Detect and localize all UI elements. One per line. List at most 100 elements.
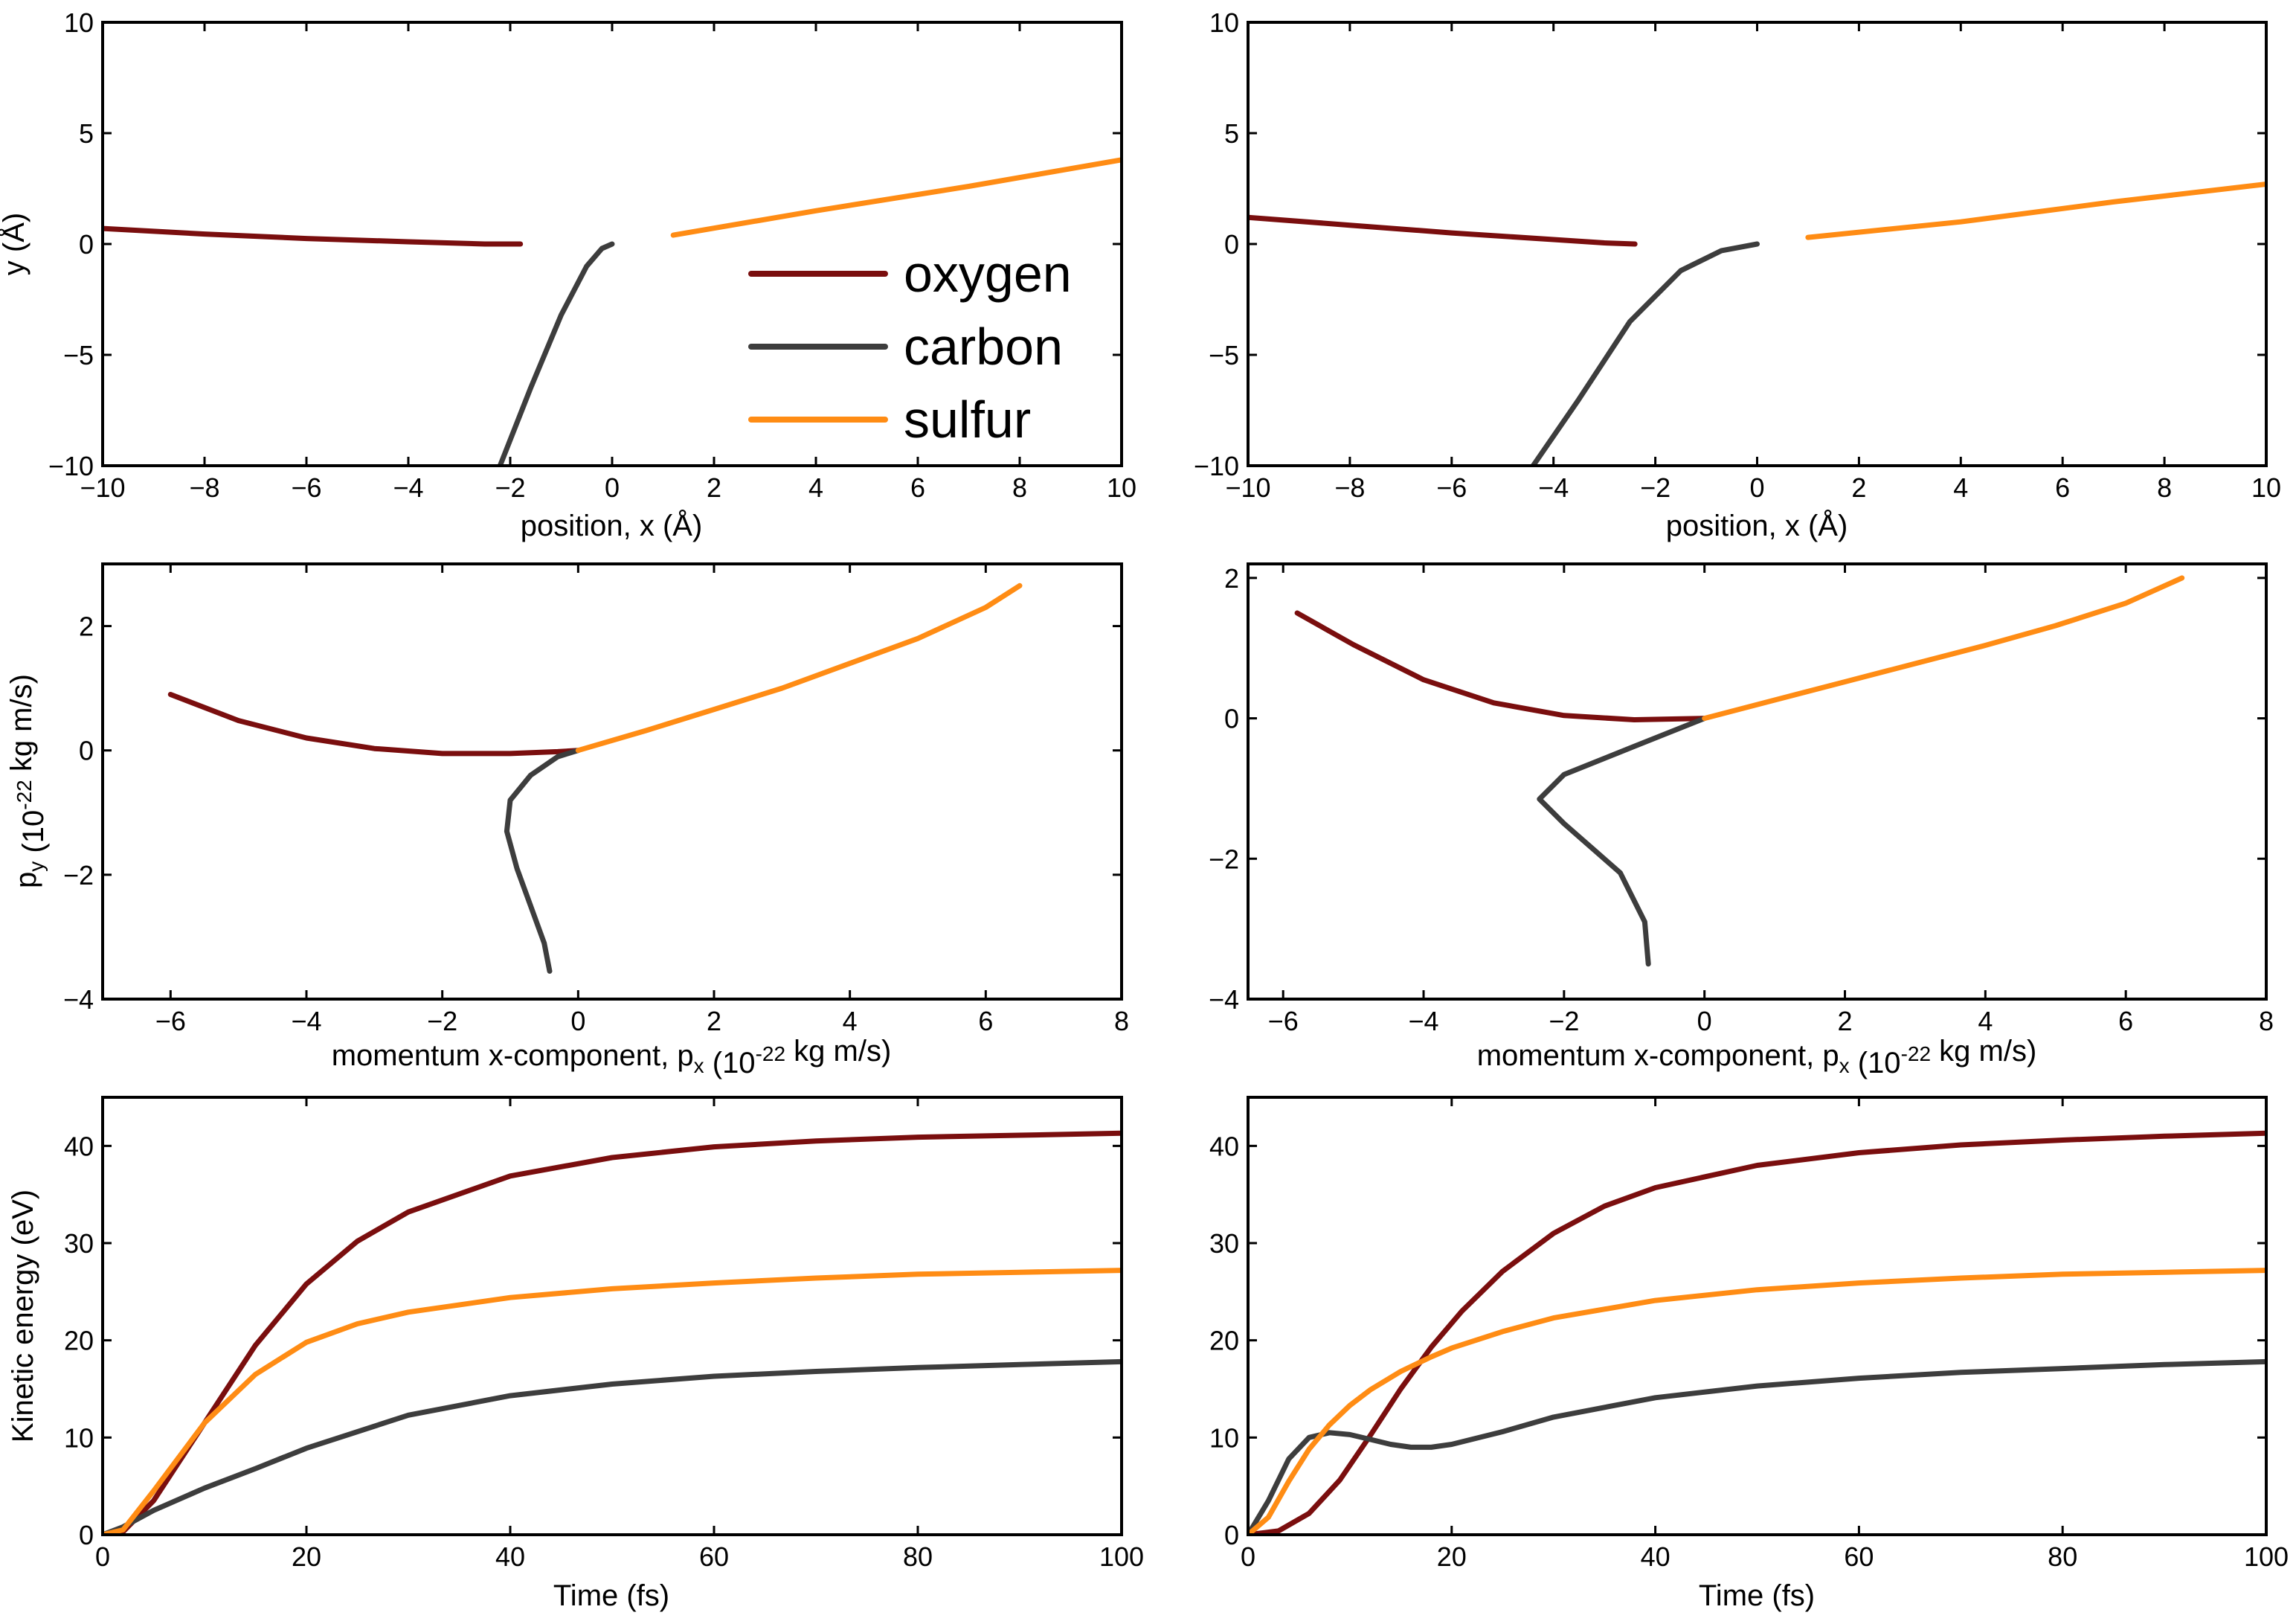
x-axis-title: position, x (Å) <box>521 509 703 542</box>
panel-ke-right: 0 20 40 60 80 100 0 10 20 30 40 Time (fs) <box>1209 1096 2289 1612</box>
x-axis-title: Time (fs) <box>553 1579 669 1612</box>
x-tick-label: −6 <box>1268 1006 1299 1036</box>
y-tick-label: −5 <box>1209 340 1239 370</box>
x-tick-label: −10 <box>1225 472 1270 503</box>
series-line-carbon-mom-left <box>504 748 581 974</box>
y-tick-label: 0 <box>79 736 94 766</box>
x-tick-label: 6 <box>978 1006 993 1036</box>
plot-frame-ke-left <box>101 1096 1123 1536</box>
x-tick-label: 40 <box>1641 1541 1670 1572</box>
legend-label-carbon: carbon <box>904 318 1063 376</box>
y-tick-label: 0 <box>1224 704 1239 734</box>
y-tick-label: 10 <box>1209 7 1239 38</box>
plot-frame-ke-right <box>1247 1096 2268 1536</box>
y-tick-label: −10 <box>48 451 94 481</box>
x-axis-title: momentum x-component, px (10-22 kg m/s) <box>332 1035 892 1079</box>
x-tick-label: 8 <box>2259 1006 2274 1036</box>
x-tick-label: 4 <box>843 1006 858 1036</box>
x-tick-label: −8 <box>189 472 219 503</box>
x-tick-label: 4 <box>808 472 823 503</box>
series-line-oxygen-pos-right <box>1248 214 1638 247</box>
y-tick-label: 10 <box>1209 1422 1239 1453</box>
series-line-carbon-mom-right <box>1537 716 1708 967</box>
y-tick-label: −5 <box>63 340 94 370</box>
y-axis-title: py (10-22 kg m/s) <box>5 674 50 888</box>
y-tick-label: 40 <box>64 1131 94 1161</box>
y-tick-label: −10 <box>1194 451 1239 481</box>
series-line-sulfur-pos-left <box>670 157 1122 238</box>
x-axis-title: position, x (Å) <box>1666 509 1848 542</box>
x-tick-label: −2 <box>495 472 525 503</box>
x-tick-label: 20 <box>292 1541 321 1572</box>
x-tick-label: 0 <box>605 472 620 503</box>
y-tick-label: 2 <box>79 612 94 642</box>
x-tick-label: 6 <box>2055 472 2070 503</box>
panel-pos-left: −10 −8 −6 −4 −2 0 2 4 6 8 10 −10 −5 0 5 10 position, x (… <box>0 7 1136 542</box>
y-tick-label: −4 <box>63 984 94 1015</box>
y-tick-label: 40 <box>1209 1131 1239 1161</box>
y-tick-label: 2 <box>1224 563 1239 594</box>
x-tick-label: 100 <box>2244 1541 2289 1572</box>
x-tick-label: −10 <box>80 472 125 503</box>
x-axis-title: momentum x-component, px (10-22 kg m/s) <box>1477 1035 2037 1079</box>
y-tick-label: 0 <box>79 1520 94 1550</box>
series-line-oxygen-mom-left <box>167 692 581 757</box>
x-tick-label: 2 <box>1851 472 1866 503</box>
plot-frame-mom-right <box>1247 562 2268 1001</box>
y-axis-title: Kinetic energy (eV) <box>7 1190 39 1442</box>
x-tick-label: 2 <box>1838 1006 1853 1036</box>
x-tick-label: −4 <box>291 1006 321 1036</box>
x-tick-label: 0 <box>1749 472 1764 503</box>
y-tick-label: 20 <box>64 1326 94 1356</box>
x-tick-label: 2 <box>707 472 721 503</box>
x-tick-label: 8 <box>2157 472 2172 503</box>
series-line-sulfur-pos-right <box>1805 182 2266 240</box>
x-tick-label: 0 <box>570 1006 585 1036</box>
y-tick-label: 5 <box>1224 118 1239 149</box>
y-tick-label: −4 <box>1209 984 1239 1015</box>
x-tick-label: 8 <box>1012 472 1027 503</box>
x-tick-label: 60 <box>1844 1541 1874 1572</box>
x-tick-label: 4 <box>1978 1006 1993 1036</box>
y-tick-label: 0 <box>79 229 94 260</box>
x-tick-label: 100 <box>1099 1541 1144 1572</box>
y-tick-label: 30 <box>1209 1228 1239 1259</box>
x-tick-label: 2 <box>707 1006 721 1036</box>
x-tick-label: −2 <box>427 1006 457 1036</box>
x-tick-label: 10 <box>2251 472 2281 503</box>
x-tick-label: −4 <box>393 472 423 503</box>
x-tick-label: −4 <box>1409 1006 1439 1036</box>
x-tick-label: 6 <box>910 472 925 503</box>
legend-label-sulfur: sulfur <box>904 391 1031 449</box>
series-line-sulfur-ke-right <box>1248 1268 2266 1535</box>
legend-label-oxygen: oxygen <box>904 245 1072 303</box>
series-line-carbon-pos-right <box>1530 241 1760 466</box>
x-tick-label: 20 <box>1437 1541 1467 1572</box>
x-axis-title: Time (fs) <box>1699 1579 1815 1612</box>
y-tick-label: 10 <box>64 1422 94 1453</box>
series-line-carbon-ke-left <box>103 1358 1122 1535</box>
y-axis-title: y (Å) <box>0 213 30 275</box>
x-tick-label: −6 <box>291 472 321 503</box>
x-tick-label: −8 <box>1334 472 1365 503</box>
x-tick-label: 80 <box>2048 1541 2077 1572</box>
series-line-oxygen-ke-left <box>103 1130 1122 1535</box>
y-tick-label: 0 <box>1224 1520 1239 1550</box>
series-line-sulfur-ke-left <box>103 1268 1122 1535</box>
y-tick-label: −2 <box>1209 844 1239 874</box>
x-tick-label: 80 <box>903 1541 933 1572</box>
plot-frame-mom-left <box>101 562 1123 1001</box>
series-line-oxygen-mom-right <box>1294 610 1708 722</box>
x-tick-label: −6 <box>155 1006 186 1036</box>
series-line-sulfur-mom-left <box>575 582 1023 754</box>
x-tick-label: 4 <box>1953 472 1968 503</box>
x-tick-label: 8 <box>1114 1006 1129 1036</box>
x-tick-label: 60 <box>699 1541 729 1572</box>
x-tick-label: −2 <box>1549 1006 1579 1036</box>
y-tick-label: 5 <box>79 118 94 149</box>
series-line-oxygen-pos-left <box>103 225 524 247</box>
x-tick-label: 6 <box>2118 1006 2133 1036</box>
x-tick-label: −4 <box>1538 472 1569 503</box>
